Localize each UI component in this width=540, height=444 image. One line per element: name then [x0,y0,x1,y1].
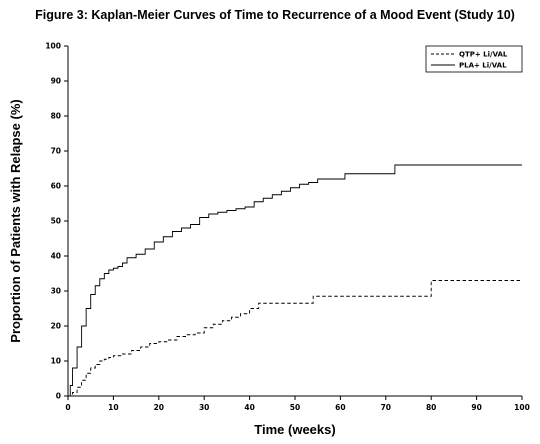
y-ticks: 0 10 20 30 40 50 60 70 80 90 100 [45,42,68,401]
y-axis-label: Proportion of Patients with Relapse (%) [8,99,23,342]
legend: QTP+ Li/VAL PLA+ Li/VAL [425,45,523,73]
x-tick-label: 70 [381,403,391,412]
y-tick-label: 50 [51,217,61,226]
x-ticks: 0 10 20 30 40 50 60 70 80 90 100 [65,396,530,412]
series-layer [68,164,522,397]
x-tick-label: 40 [244,403,254,412]
x-tick-label: 10 [108,403,118,412]
x-axis-label: Time (weeks) [254,422,335,437]
y-tick-label: 70 [51,147,61,156]
legend-box [425,45,523,73]
y-tick-label: 100 [45,42,61,51]
x-tick-label: 100 [514,403,530,412]
y-tick-label: 10 [51,357,61,366]
y-tick-label: 90 [51,77,61,86]
legend-label-pla: PLA+ Li/VAL [459,62,507,70]
y-tick-label: 30 [51,287,61,296]
chart-title: Figure 3: Kaplan-Meier Curves of Time to… [35,8,515,22]
x-tick-label: 60 [335,403,345,412]
y-tick-label: 80 [51,112,61,121]
x-tick-label: 90 [471,403,481,412]
y-tick-label: 0 [56,392,61,401]
axes [67,46,522,397]
series-line-qtp [68,280,522,397]
series-line-pla [68,164,522,397]
x-tick-label: 0 [65,403,70,412]
x-tick-label: 80 [426,403,436,412]
x-tick-label: 30 [199,403,209,412]
y-tick-label: 40 [51,252,61,261]
x-tick-label: 20 [154,403,164,412]
x-tick-label: 50 [290,403,300,412]
y-tick-label: 20 [51,322,61,331]
legend-label-qtp: QTP+ Li/VAL [459,51,508,59]
y-tick-label: 60 [51,182,61,191]
